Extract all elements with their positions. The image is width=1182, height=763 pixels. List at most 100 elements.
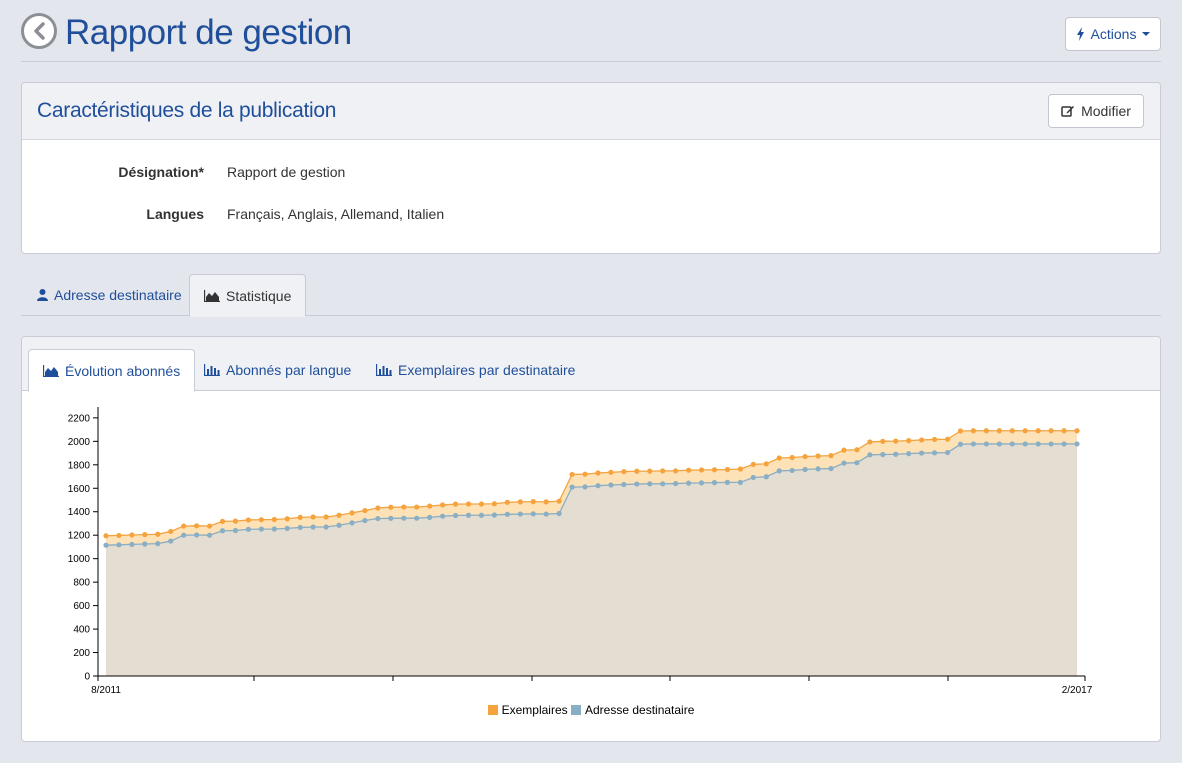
modifier-button[interactable]: Modifier [1048, 94, 1144, 128]
adresse-point [893, 451, 899, 457]
exemplaires-point [297, 514, 303, 520]
adresse-point [504, 511, 510, 517]
tab-abonnes-par-langue[interactable]: Abonnés par langue [190, 349, 365, 391]
adresse-point [763, 474, 769, 480]
adresse-point [983, 441, 989, 447]
tab-exemplaires-par-destinataire[interactable]: Exemplaires par destinataire [362, 349, 589, 391]
adresse-point [660, 481, 666, 487]
adresse-point [1035, 441, 1041, 447]
exemplaires-line [105, 430, 1077, 537]
exemplaires-point [310, 514, 316, 520]
tab-adresse-destinataire[interactable]: Adresse destinataire [23, 274, 196, 316]
exemplaires-point [906, 438, 912, 444]
exemplaires-point [595, 470, 601, 476]
exemplaires-point [1035, 428, 1041, 434]
adresse-point [608, 482, 614, 488]
adresse-area [106, 443, 1077, 676]
adresse-point [375, 515, 381, 522]
adresse-point [181, 532, 187, 538]
area-chart-icon [204, 289, 220, 302]
tab-label: Abonnés par langue [226, 362, 352, 378]
chart-legend: Exemplaires Adresse destinataire [22, 703, 1160, 718]
tab-statistique[interactable]: Statistique [189, 274, 307, 317]
designation-value: Rapport de gestion [227, 164, 346, 180]
exemplaires-point [401, 504, 407, 510]
exemplaires-point [478, 501, 485, 507]
exemplaires-point [452, 501, 459, 507]
adresse-point [245, 526, 252, 532]
adresse-point [349, 520, 355, 526]
adresse-point [595, 483, 601, 489]
adresse-point [634, 481, 640, 487]
y-tick-label: 600 [73, 601, 90, 612]
adresse-point [206, 532, 213, 538]
adresse-point [647, 481, 653, 487]
exemplaires-point [530, 499, 536, 505]
exemplaires-point [711, 467, 718, 473]
page-title: Rapport de gestion [65, 13, 352, 52]
adresse-point [103, 542, 109, 548]
adresse-point [1022, 441, 1028, 447]
exemplaires-point [828, 453, 834, 459]
x-tick-label-start: 8/2011 [91, 685, 121, 696]
adresse-point [686, 480, 692, 486]
legend-swatch-adresse [570, 705, 581, 715]
exemplaires-point [129, 532, 135, 538]
exemplaires-point [1022, 428, 1028, 434]
adresse-point [698, 480, 705, 486]
exemplaires-point [1048, 428, 1054, 434]
adresse-point [452, 512, 459, 519]
exemplaires-point [996, 428, 1002, 434]
designation-label: Désignation* [118, 164, 204, 180]
adresse-point [465, 512, 472, 518]
adresse-point [129, 541, 135, 547]
exemplaires-point [634, 468, 640, 474]
exemplaires-point [194, 523, 200, 529]
adresse-point [996, 441, 1002, 447]
exemplaires-point [621, 469, 627, 475]
adresse-point [1009, 441, 1015, 447]
user-icon [37, 289, 48, 301]
tab-label: Évolution abonnés [65, 362, 181, 379]
actions-button[interactable]: Actions [1065, 17, 1161, 51]
tab-evolution-abonnes[interactable]: Évolution abonnés [28, 349, 196, 392]
adresse-point [232, 527, 239, 534]
exemplaires-point [465, 501, 472, 507]
exemplaires-point [673, 468, 679, 474]
y-tick-label: 0 [84, 672, 90, 683]
exemplaires-point [103, 533, 109, 539]
legend-label: Exemplaires [501, 703, 568, 717]
exemplaires-point [660, 468, 666, 474]
adresse-point [323, 524, 329, 530]
exemplaires-point [245, 517, 252, 523]
y-tick-label: 1600 [68, 484, 91, 495]
y-tick-label: 800 [73, 578, 90, 589]
adresse-point [556, 510, 562, 517]
tab-label: Statistique [226, 287, 292, 304]
adresse-point [401, 515, 407, 521]
exemplaires-point [232, 518, 239, 524]
exemplaires-point [1009, 428, 1015, 434]
back-button[interactable] [21, 13, 57, 49]
exemplaires-point [737, 466, 743, 472]
adresse-point [155, 541, 161, 547]
bolt-icon [1076, 27, 1084, 41]
exemplaires-point [776, 455, 782, 461]
exemplaires-point [427, 503, 433, 509]
panel-header: Caractéristiques de la publication Modif… [22, 83, 1160, 140]
chart-tab-bar: Évolution abonnés Abonnés par langue [22, 337, 1160, 392]
exemplaires-point [375, 505, 381, 511]
exemplaires-point [686, 467, 692, 473]
adresse-point [388, 515, 394, 521]
exemplaires-point [142, 532, 148, 538]
adresse-point [1061, 441, 1067, 447]
y-tick-label: 400 [73, 625, 90, 636]
adresse-point [336, 522, 342, 528]
exemplaires-point [336, 512, 342, 518]
adresse-point [297, 524, 303, 531]
panel-title: Caractéristiques de la publication [37, 99, 337, 122]
y-tick-label: 1000 [68, 554, 91, 565]
exemplaires-point [582, 471, 588, 477]
evolution-chart: 0 200 400 600 800 1000 1200 1400 1600 1800 2000 220… [68, 407, 1093, 696]
chart-panel: Évolution abonnés Abonnés par langue [21, 336, 1161, 742]
